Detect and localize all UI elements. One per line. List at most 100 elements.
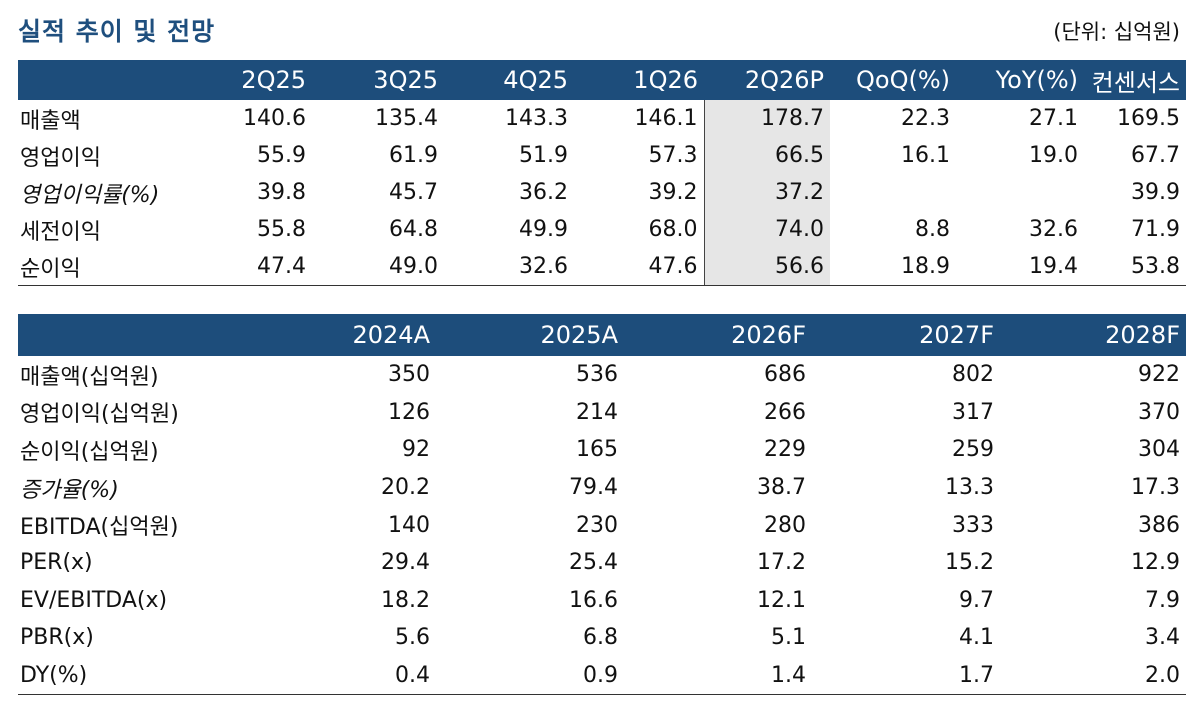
table-cell: 66.5 xyxy=(704,137,830,174)
table-cell: 29.4 xyxy=(381,550,430,576)
table-cell: 45.7 xyxy=(389,180,438,205)
table-cell: 47.4 xyxy=(178,248,312,286)
quarterly-header-row: 2Q25 3Q25 4Q25 1Q26 2Q26P QoQ(%) YoY(%) 컨센서스 xyxy=(18,60,1186,100)
table-cell: 317 xyxy=(952,399,994,425)
table-row: PER(x) 29.4 25.4 17.2 15.2 12.9 xyxy=(18,544,1186,582)
table-cell: 350 xyxy=(388,362,430,388)
page-title: 실적 추이 및 전망 xyxy=(18,17,216,46)
table-cell: 39.8 xyxy=(257,180,306,205)
row-label: EBITDA(십억원) xyxy=(20,515,179,541)
table-cell: 0.4 xyxy=(248,656,436,696)
table-cell: 5.6 xyxy=(395,625,430,651)
table-row: 순이익 47.4 49.0 32.6 47.6 56.6 18.9 19.4 53.8 xyxy=(18,248,1186,286)
table-cell: 1.4 xyxy=(624,656,812,696)
table-cell: 27.1 xyxy=(1029,106,1078,131)
column-header: 2Q26P xyxy=(704,60,830,100)
table-cell: 18.9 xyxy=(830,248,956,286)
table-cell: 12.9 xyxy=(1131,550,1180,576)
table-row: 증가율(%) 20.2 79.4 38.7 13.3 17.3 xyxy=(18,469,1186,507)
table-cell: 19.0 xyxy=(1029,143,1078,168)
table-cell: 165 xyxy=(576,437,618,463)
row-label: 매출액(십억원) xyxy=(20,364,159,390)
table-row: 영업이익 55.9 61.9 51.9 57.3 66.5 16.1 19.0 67.7 xyxy=(18,137,1186,174)
table-cell: 802 xyxy=(952,362,994,388)
table-cell: 37.2 xyxy=(704,174,830,211)
row-label: 영업이익률(%) xyxy=(20,182,160,208)
table-cell: 9.7 xyxy=(959,587,994,613)
table-cell: 22.3 xyxy=(901,106,950,131)
table-cell: 333 xyxy=(952,512,994,538)
table-cell: 56.6 xyxy=(704,248,830,286)
table-cell: 55.9 xyxy=(257,143,306,168)
row-label: PER(x) xyxy=(20,550,93,576)
table-cell: 19.4 xyxy=(956,248,1084,286)
table-cell: 16.6 xyxy=(569,587,618,613)
row-label: PBR(x) xyxy=(20,625,94,651)
quarterly-earnings-table: 2Q25 3Q25 4Q25 1Q26 2Q26P QoQ(%) YoY(%) 컨센서스 매출… xyxy=(18,60,1186,286)
column-header: 2025A xyxy=(436,314,624,356)
column-header: 2Q25 xyxy=(178,60,312,100)
table-cell: 214 xyxy=(576,399,618,425)
table-row: 매출액(십억원) 350 536 686 802 922 xyxy=(18,356,1186,394)
table-cell: 67.7 xyxy=(1131,143,1180,168)
table-cell: 49.9 xyxy=(519,217,568,242)
table-cell: 51.9 xyxy=(519,143,568,168)
table-cell: 15.2 xyxy=(945,550,994,576)
table-row: EBITDA(십억원) 140 230 280 333 386 xyxy=(18,506,1186,544)
table-cell: 280 xyxy=(764,512,806,538)
table-cell: 140.6 xyxy=(243,106,306,131)
table-row: 영업이익률(%) 39.8 45.7 36.2 39.2 37.2 39.9 xyxy=(18,174,1186,211)
table-cell: 49.0 xyxy=(312,248,444,286)
unit-note: (단위: 십억원) xyxy=(1053,20,1180,44)
table-cell: 229 xyxy=(764,437,806,463)
table-cell: 32.6 xyxy=(1029,217,1078,242)
row-label: 순이익 xyxy=(18,248,178,286)
annual-forecast-table: 2024A 2025A 2026F 2027F 2028F 매출액(십억원) 350 536… xyxy=(18,314,1186,696)
table-cell xyxy=(830,174,956,211)
table-cell: 6.8 xyxy=(583,625,618,651)
table-row: DY(%) 0.4 0.9 1.4 1.7 2.0 xyxy=(18,656,1186,696)
table-cell: 686 xyxy=(764,362,806,388)
table-row: 세전이익 55.8 64.8 49.9 68.0 74.0 8.8 32.6 71.9 xyxy=(18,211,1186,248)
table-cell: 143.3 xyxy=(505,106,568,131)
table-cell: 1.7 xyxy=(812,656,1000,696)
table-cell: 922 xyxy=(1138,362,1180,388)
table-cell: 386 xyxy=(1138,512,1180,538)
table-cell: 64.8 xyxy=(389,217,438,242)
table-row: EV/EBITDA(x) 18.2 16.6 12.1 9.7 7.9 xyxy=(18,582,1186,620)
table-cell: 74.0 xyxy=(704,211,830,248)
table-cell: 16.1 xyxy=(901,143,950,168)
column-header: 4Q25 xyxy=(444,60,574,100)
column-header: 1Q26 xyxy=(574,60,704,100)
table-cell: 126 xyxy=(388,399,430,425)
table-cell: 178.7 xyxy=(704,100,830,137)
table-cell: 61.9 xyxy=(389,143,438,168)
column-header: 3Q25 xyxy=(312,60,444,100)
table-cell: 370 xyxy=(1138,399,1180,425)
table-cell: 17.3 xyxy=(1131,475,1180,501)
table-cell: 13.3 xyxy=(945,475,994,501)
table-row: PBR(x) 5.6 6.8 5.1 4.1 3.4 xyxy=(18,619,1186,657)
row-label: 증가율(%) xyxy=(20,477,119,503)
table-row: 순이익(십억원) 92 165 229 259 304 xyxy=(18,431,1186,469)
table-row: 영업이익(십억원) 126 214 266 317 370 xyxy=(18,394,1186,432)
table-row: 매출액 140.6 135.4 143.3 146.1 178.7 22.3 27.1 169.… xyxy=(18,100,1186,137)
column-header: 2028F xyxy=(1000,314,1186,356)
table-cell: 140 xyxy=(388,512,430,538)
table-cell: 68.0 xyxy=(574,211,705,248)
table-cell: 71.9 xyxy=(1131,217,1180,242)
table-cell: 5.1 xyxy=(771,625,806,651)
column-header: QoQ(%) xyxy=(830,60,956,100)
row-label: 영업이익 xyxy=(20,145,101,171)
table-cell: 92 xyxy=(402,437,430,463)
quarterly-body: 매출액 140.6 135.4 143.3 146.1 178.7 22.3 27.1 169.… xyxy=(18,100,1186,286)
table-cell: 12.1 xyxy=(757,587,806,613)
column-header: 2024A xyxy=(248,314,436,356)
table-cell: 79.4 xyxy=(569,475,618,501)
row-label: 매출액 xyxy=(20,108,81,134)
column-header: 2026F xyxy=(624,314,812,356)
table-cell: 55.8 xyxy=(257,217,306,242)
column-header: YoY(%) xyxy=(956,60,1084,100)
row-label: 순이익(십억원) xyxy=(20,439,159,465)
header-cell-blank xyxy=(18,314,248,356)
